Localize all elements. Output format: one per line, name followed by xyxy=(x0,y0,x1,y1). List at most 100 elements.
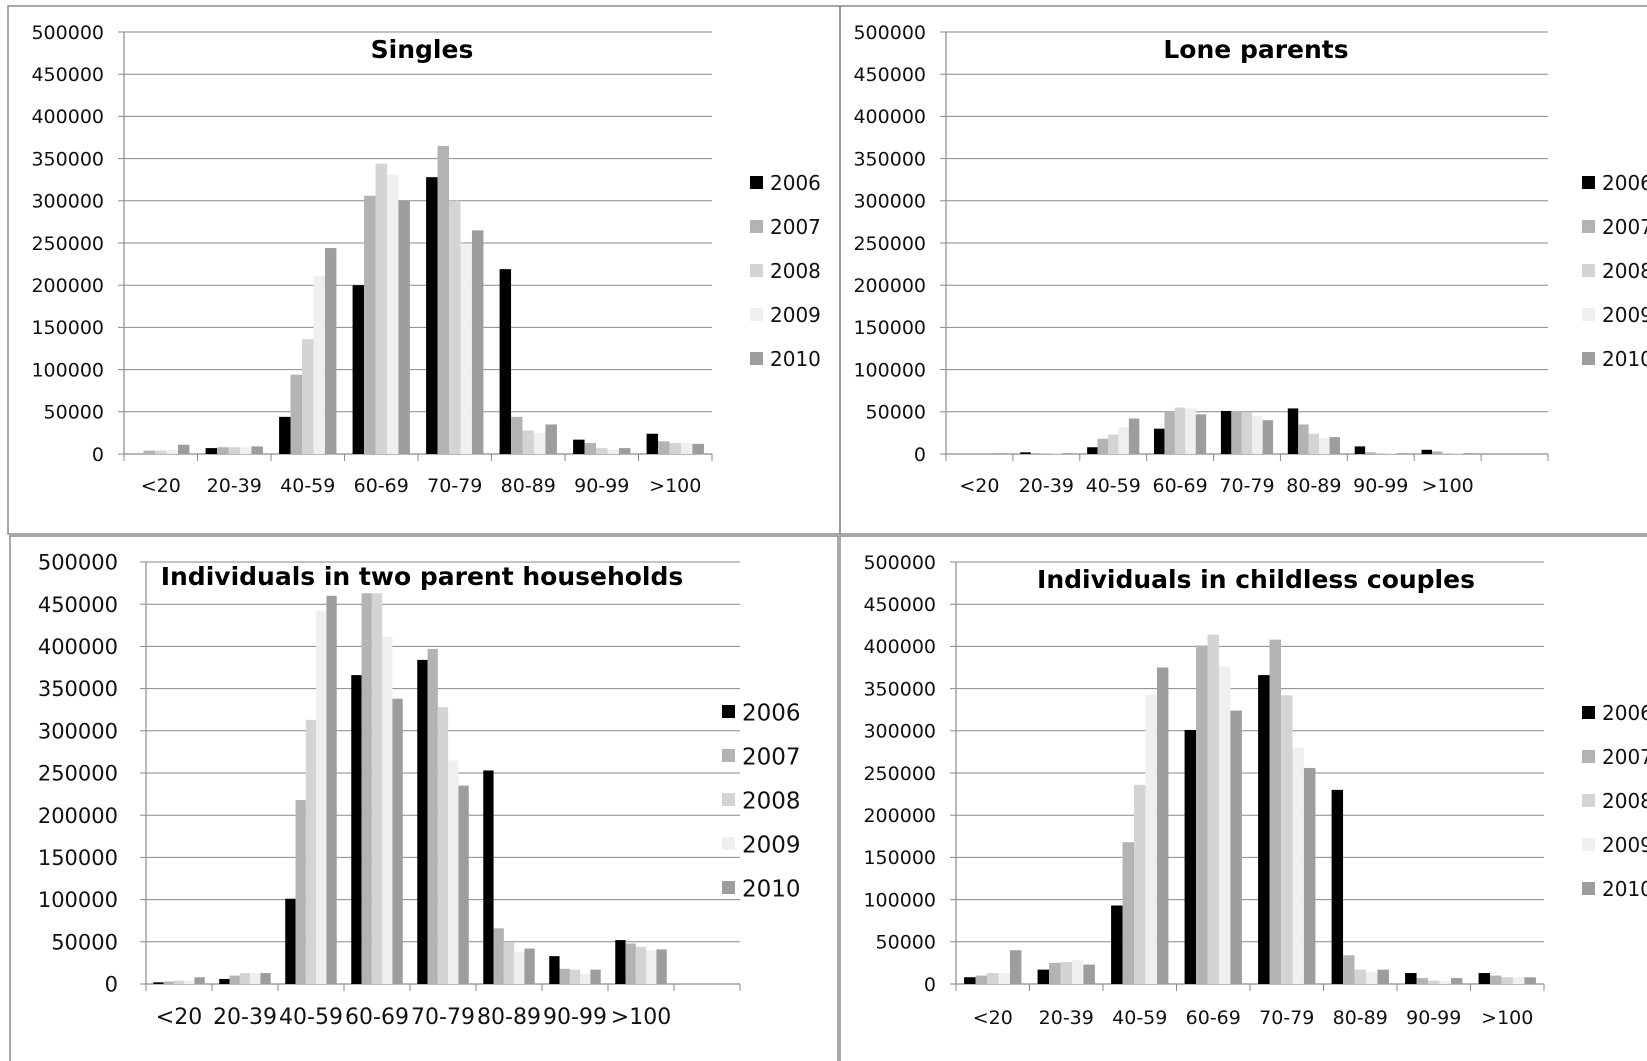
y-tick-label: 200000 xyxy=(853,275,926,297)
bar-2009-70-79 xyxy=(1252,416,1263,454)
x-tick-label: <20 xyxy=(156,1005,202,1030)
bar-2007-60-69 xyxy=(1196,645,1208,984)
bar-2007-90-99 xyxy=(1365,452,1376,454)
bar-2010-<20 xyxy=(995,453,1006,454)
bar-2010-70-79 xyxy=(471,230,484,454)
y-tick-label: 100000 xyxy=(38,888,118,912)
bar-2007->100 xyxy=(658,441,670,454)
bar-2010-<20 xyxy=(177,444,190,454)
bar-2007-70-79 xyxy=(427,648,438,984)
bar-2007-60-69 xyxy=(361,593,372,984)
legend-swatch xyxy=(1582,794,1595,807)
legend-label: 2008 xyxy=(1602,259,1647,283)
bar-2009-20-39 xyxy=(250,973,261,984)
y-tick-label: 500000 xyxy=(853,22,926,44)
legend-label: 2008 xyxy=(770,259,821,283)
bar-2006-40-59 xyxy=(285,898,296,984)
legend-swatch xyxy=(1582,750,1595,763)
bar-2010-60-69 xyxy=(398,200,410,454)
x-tick-label: 70-79 xyxy=(1259,1007,1314,1029)
y-tick-label: 50000 xyxy=(876,932,936,954)
bar-2008-40-59 xyxy=(1108,434,1119,454)
legend-swatch xyxy=(1582,882,1595,895)
legend-label: 2006 xyxy=(1602,701,1647,725)
bar-2009-70-79 xyxy=(460,244,472,454)
bar-2008-80-89 xyxy=(1354,969,1366,984)
bar-2009-60-69 xyxy=(382,637,393,984)
legend-label: 2006 xyxy=(1602,171,1647,195)
bar-2006-70-79 xyxy=(1258,675,1270,984)
y-tick-label: 250000 xyxy=(31,233,104,255)
legend-swatch xyxy=(750,220,763,233)
bar-2009-80-89 xyxy=(1365,972,1378,984)
chart-singles: 5000004500004000003500003000002500002000… xyxy=(31,22,820,497)
x-tick-label: >100 xyxy=(1481,1007,1533,1029)
bar-2006-<20 xyxy=(153,982,164,984)
bar-2007-80-89 xyxy=(511,416,523,454)
x-tick-label: 90-99 xyxy=(1353,475,1408,497)
bar-2009-70-79 xyxy=(1292,747,1304,984)
legend-swatch xyxy=(750,264,763,277)
bar-2010-20-39 xyxy=(1061,453,1073,454)
bar-2008-20-39 xyxy=(228,447,240,454)
bar-2010-<20 xyxy=(194,977,205,984)
bar-2008-40-59 xyxy=(302,339,314,454)
bar-2009-<20 xyxy=(998,973,1010,984)
x-tick-label: 90-99 xyxy=(543,1005,607,1030)
bar-2008-80-89 xyxy=(522,430,534,454)
y-tick-label: 400000 xyxy=(853,106,926,128)
bar-2008-60-69 xyxy=(1207,634,1219,984)
bar-2010-40-59 xyxy=(324,248,337,454)
legend-swatch xyxy=(722,837,735,850)
bar-2007-90-99 xyxy=(1416,978,1429,984)
legend-swatch xyxy=(1582,176,1595,189)
bar-2009-<20 xyxy=(166,449,178,454)
y-tick-label: 300000 xyxy=(863,721,936,743)
bar-2010-20-39 xyxy=(251,446,263,454)
bar-2007-60-69 xyxy=(364,195,376,454)
bar-2009-60-69 xyxy=(1218,666,1231,984)
legend-label: 2007 xyxy=(1602,745,1647,769)
bar-2007-20-39 xyxy=(1030,453,1042,454)
x-tick-label: <20 xyxy=(141,475,181,497)
bar-2006->100 xyxy=(1478,973,1491,984)
bar-2010-80-89 xyxy=(545,424,557,454)
y-tick-label: 300000 xyxy=(853,191,926,213)
bar-2009-60-69 xyxy=(386,174,399,455)
bar-2008-70-79 xyxy=(1281,695,1293,984)
bar-2007-<20 xyxy=(143,450,156,454)
y-tick-label: 500000 xyxy=(31,22,104,44)
bar-2008-<20 xyxy=(173,980,185,984)
bar-2006-90-99 xyxy=(1354,446,1366,454)
bar-2006-90-99 xyxy=(549,956,560,984)
bar-2008-80-89 xyxy=(1308,433,1320,454)
bar-2009-<20 xyxy=(184,980,195,984)
bar-2006-90-99 xyxy=(573,439,585,454)
legend-swatch xyxy=(750,176,763,189)
bar-2010-90-99 xyxy=(590,969,601,984)
y-tick-label: 250000 xyxy=(38,762,118,786)
bar-2009-90-99 xyxy=(607,449,619,454)
legend-label: 2007 xyxy=(770,215,821,239)
legend-label: 2006 xyxy=(742,700,801,726)
y-tick-label: 0 xyxy=(105,973,118,997)
chart-lone-parents: 5000004500004000003500003000002500002000… xyxy=(853,22,1647,497)
x-tick-label: >100 xyxy=(1422,475,1474,497)
bar-2008-60-69 xyxy=(371,593,383,984)
y-tick-label: 50000 xyxy=(44,402,104,424)
bar-2007-40-59 xyxy=(1122,842,1135,984)
bar-2007-80-89 xyxy=(1298,424,1309,454)
bar-2010-80-89 xyxy=(1329,437,1340,454)
x-tick-label: <20 xyxy=(959,475,999,497)
legend-label: 2007 xyxy=(1602,215,1647,239)
y-tick-label: 200000 xyxy=(38,804,118,828)
bar-2006-20-39 xyxy=(219,978,230,984)
legend-swatch xyxy=(750,308,763,321)
y-tick-label: 300000 xyxy=(31,191,104,213)
x-tick-label: >100 xyxy=(649,475,701,497)
legend-label: 2010 xyxy=(770,347,821,371)
bar-2007-70-79 xyxy=(437,145,450,454)
chart-title: Individuals in two parent households xyxy=(161,562,684,591)
bar-2008-80-89 xyxy=(503,942,515,984)
legend-label: 2009 xyxy=(770,303,821,327)
